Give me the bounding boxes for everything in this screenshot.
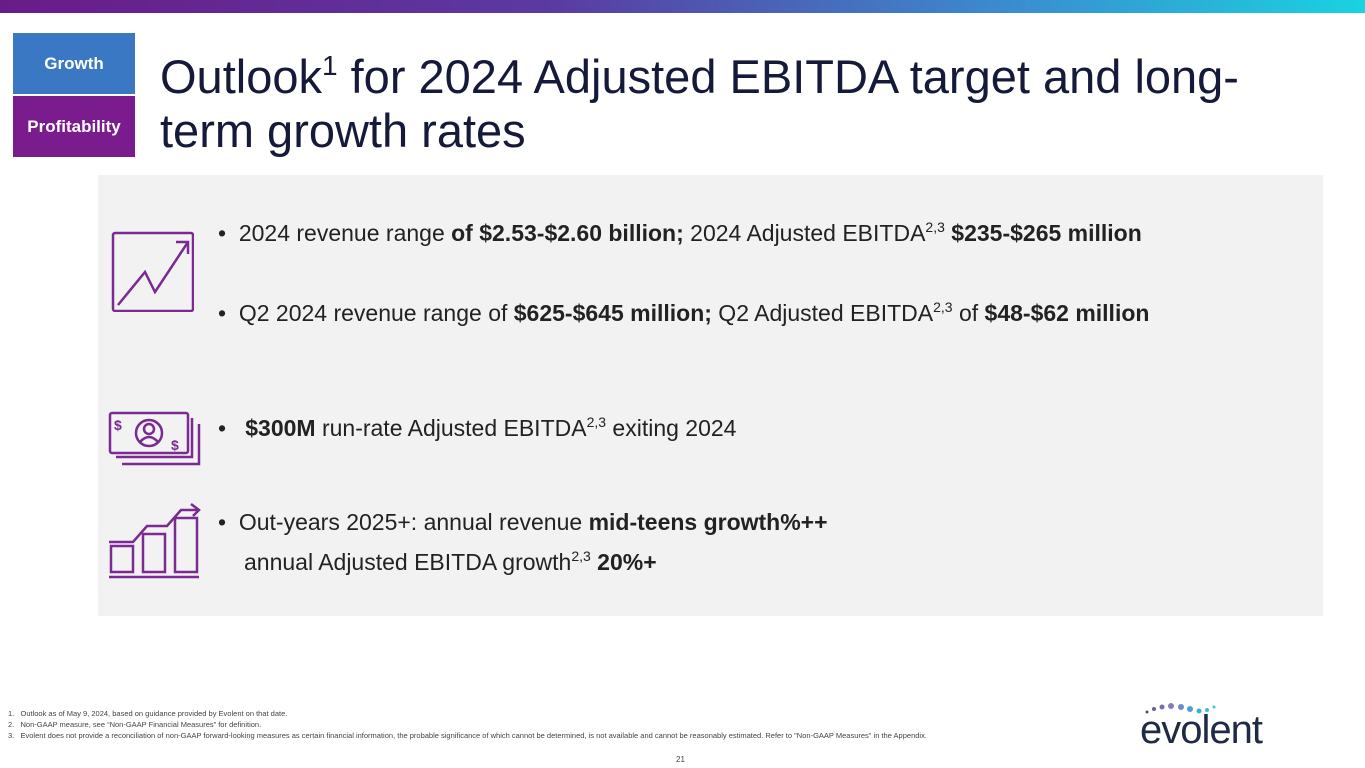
footnote: 2. Non-GAAP measure, see “Non-GAAP Finan… — [8, 720, 262, 729]
growth-tag: Growth — [13, 33, 135, 94]
bullet-text-segment: run-rate Adjusted EBITDA — [315, 415, 587, 441]
bullet-text-segment: of — [952, 300, 985, 326]
bullet-text-segment: $300M — [238, 415, 316, 441]
bullet-text-segment: Q2 Adjusted EBITDA — [711, 300, 934, 326]
bullet-text-segment: 2024 revenue range — [238, 220, 452, 246]
page-title: Outlook1 for 2024 Adjusted EBITDA target… — [160, 50, 1310, 158]
bullet-text-segment: Q2 2024 revenue range of — [238, 300, 514, 326]
bullet-text-segment: $48-$62 million — [984, 300, 1150, 326]
bullet-run-rate: • $300M run-rate Adjusted EBITDA2,3 exit… — [218, 414, 737, 441]
svg-text:$: $ — [171, 437, 179, 453]
title-text: Outlook — [160, 50, 322, 103]
bullet-text-segment: 2,3 — [586, 414, 607, 430]
footnote: 1. Outlook as of May 9, 2024, based on g… — [8, 709, 288, 718]
bullet-text-segment: 2,3 — [925, 219, 945, 235]
bullet-2024-revenue: • 2024 revenue range of $2.53-$2.60 bill… — [218, 219, 1142, 246]
bullet-text-segment: 2,3 — [571, 548, 591, 564]
money-stack-icon: $$ — [108, 411, 201, 466]
title-footnote-ref: 1 — [321, 50, 338, 81]
trend-chart-icon — [111, 231, 194, 312]
page-number: 21 — [676, 755, 685, 764]
footnotes: 1. Outlook as of May 9, 2024, based on g… — [8, 708, 998, 741]
logo-dots-icon — [1145, 703, 1216, 714]
bullet-out-years: • Out-years 2025+: annual revenue mid-te… — [218, 509, 828, 575]
title-text: for 2024 Adjusted EBITDA target and long… — [160, 50, 1239, 157]
bullet-text-segment: $235-$265 million — [951, 220, 1142, 246]
bullet-q2-revenue: • Q2 2024 revenue range of $625-$645 mil… — [218, 299, 1150, 326]
content-panel — [98, 175, 1323, 616]
bullet-text-segment: $625-$645 million; — [513, 300, 712, 326]
profitability-tag: Profitability — [13, 96, 135, 157]
bullet-text-segment: annual Adjusted EBITDA growth — [244, 549, 572, 575]
growth-bars-icon — [109, 503, 201, 579]
bullet-text-segment: of $2.53-$2.60 billion; — [451, 220, 684, 246]
bullet-text-segment: mid-teens growth%++ — [588, 509, 828, 535]
gradient-top-bar — [0, 0, 1365, 13]
bullet-text-segment: Out-years 2025+: annual revenue — [238, 509, 589, 535]
bullet-text-segment: 20%+ — [590, 549, 657, 575]
bullet-text-segment: 2024 Adjusted EBITDA — [683, 220, 926, 246]
logo-wordmark: evolent — [1140, 708, 1263, 752]
bullet-text-segment: exiting 2024 — [606, 415, 737, 441]
bullet-text-segment: 2,3 — [933, 299, 953, 315]
svg-text:$: $ — [114, 417, 122, 433]
footnote: 3. Evolent does not provide a reconcilia… — [8, 731, 927, 740]
